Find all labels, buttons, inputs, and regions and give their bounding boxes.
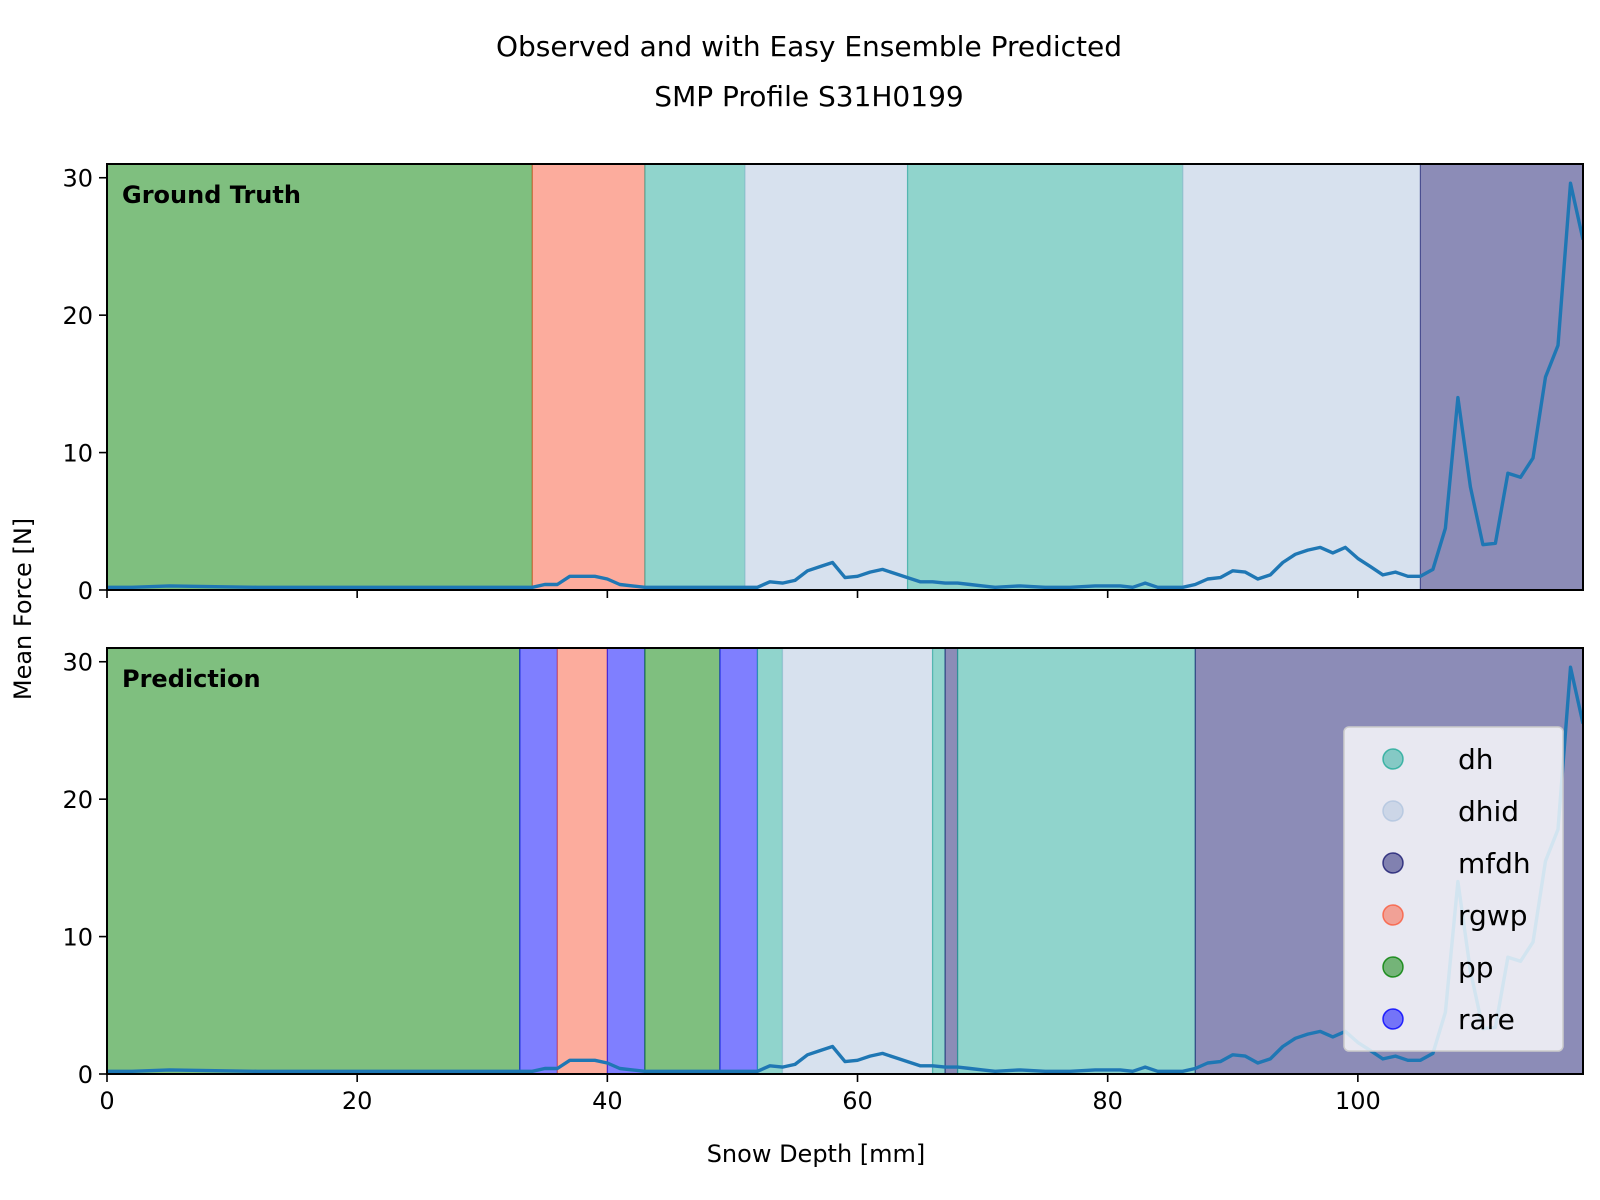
mean-force-line <box>107 181 1583 589</box>
legend-marker-rgwp <box>1382 904 1404 926</box>
segment-pp <box>644 647 721 1075</box>
legend-label: dhid <box>1458 795 1519 828</box>
segment-rare <box>719 647 759 1075</box>
x-tick-label: 60 <box>842 1087 873 1115</box>
segment-dh <box>644 163 746 591</box>
panel-ground-truth: 0 10 20 30 Ground Truth <box>62 163 1584 605</box>
x-tick-label: 0 <box>99 1087 114 1115</box>
legend-marker-dhid <box>1382 800 1404 822</box>
segment-pp <box>106 163 533 591</box>
panel-label: Ground Truth <box>122 181 301 209</box>
mean-force-line <box>107 665 1583 1074</box>
legend-label: dh <box>1458 743 1494 776</box>
legend-label: pp <box>1458 951 1494 984</box>
legend-label: mfdh <box>1458 847 1531 880</box>
x-tick-label: 80 <box>1092 1087 1123 1115</box>
segment-mfdh <box>944 647 959 1075</box>
legend-marker-dh <box>1382 748 1404 770</box>
y-axis-label: Mean Force [N] <box>9 518 37 700</box>
y-tick-label: 10 <box>62 924 93 952</box>
legend-marker-mfdh <box>1382 852 1404 874</box>
segment-dhid <box>781 647 934 1075</box>
segment-pp <box>106 647 521 1075</box>
y-tick-label: 20 <box>62 786 93 814</box>
y-tick-label: 10 <box>62 440 93 468</box>
segment-dh <box>956 647 1196 1075</box>
chart-title-line-1: Observed and with Easy Ensemble Predicte… <box>496 30 1122 63</box>
segment-rare <box>519 647 558 1075</box>
chart-title-line-2: SMP Profile S31H0199 <box>654 80 963 113</box>
legend-marker-pp <box>1382 956 1404 978</box>
segment-dh <box>756 647 784 1075</box>
segment-rare <box>606 647 646 1075</box>
legend-box <box>1343 726 1564 1052</box>
segment-rgwp <box>531 163 646 591</box>
legend-label: rare <box>1458 1003 1515 1036</box>
segment-dhid <box>744 163 909 591</box>
plot-frame <box>106 647 1584 1075</box>
x-tick-label: 100 <box>1335 1087 1381 1115</box>
x-axis-label: Snow Depth [mm] <box>707 1140 926 1168</box>
y-tick-label: 30 <box>62 165 93 193</box>
y-tick-label: 20 <box>62 302 93 330</box>
segment-dh <box>931 647 946 1075</box>
y-tick-label: 0 <box>78 1061 93 1089</box>
panel-label: Prediction <box>122 665 261 693</box>
segment-rgwp <box>556 647 608 1075</box>
y-tick-label: 30 <box>62 649 93 677</box>
y-tick-label: 0 <box>78 577 93 605</box>
x-tick-label: 40 <box>592 1087 623 1115</box>
legend-marker-rare <box>1382 1008 1404 1030</box>
legend: dh dhid mfdh rgwp pp rare <box>1343 726 1564 1052</box>
segment-dh <box>906 163 1184 591</box>
x-tick-label: 20 <box>342 1087 373 1115</box>
legend-label: rgwp <box>1458 899 1527 932</box>
plot-frame <box>106 163 1584 591</box>
segment-dhid <box>1182 163 1421 591</box>
